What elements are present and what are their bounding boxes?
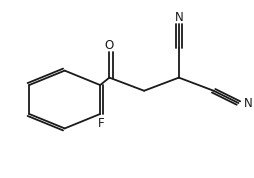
Text: N: N: [174, 11, 183, 24]
Text: O: O: [105, 39, 114, 52]
Text: N: N: [244, 96, 252, 109]
Text: F: F: [98, 117, 105, 130]
